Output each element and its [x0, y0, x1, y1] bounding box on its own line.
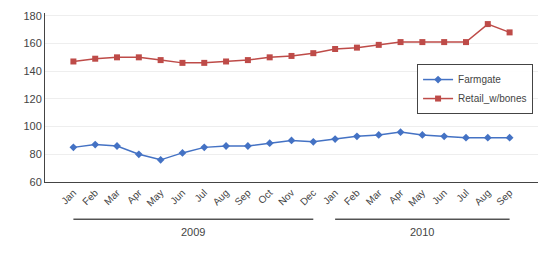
- svg-text:60: 60: [30, 176, 42, 188]
- svg-text:Oct: Oct: [256, 187, 275, 206]
- svg-text:Jan: Jan: [59, 187, 78, 206]
- svg-text:Aug: Aug: [211, 187, 231, 207]
- svg-text:Farmgate: Farmgate: [458, 74, 501, 85]
- svg-text:180: 180: [23, 10, 41, 22]
- svg-text:Retail_w/bones: Retail_w/bones: [458, 93, 526, 104]
- svg-text:Jul: Jul: [454, 187, 471, 204]
- svg-text:Feb: Feb: [342, 187, 362, 207]
- svg-text:May: May: [144, 187, 165, 208]
- svg-text:100: 100: [23, 120, 41, 132]
- svg-text:140: 140: [23, 65, 41, 77]
- svg-text:Jun: Jun: [168, 187, 187, 206]
- svg-text:Apr: Apr: [387, 187, 406, 206]
- svg-text:80: 80: [30, 148, 42, 160]
- svg-text:Nov: Nov: [276, 187, 296, 207]
- svg-text:Jan: Jan: [321, 187, 340, 206]
- svg-text:Mar: Mar: [102, 187, 122, 207]
- svg-text:Sep: Sep: [494, 187, 515, 208]
- svg-text:Jun: Jun: [430, 187, 449, 206]
- svg-text:2009: 2009: [181, 226, 205, 238]
- svg-text:160: 160: [23, 37, 41, 49]
- svg-text:Dec: Dec: [298, 187, 318, 207]
- svg-text:Feb: Feb: [80, 187, 100, 207]
- svg-text:Apr: Apr: [125, 187, 144, 206]
- svg-text:Sep: Sep: [232, 187, 253, 208]
- svg-text:Aug: Aug: [472, 187, 492, 207]
- svg-text:Jul: Jul: [192, 187, 209, 204]
- svg-text:May: May: [406, 187, 427, 208]
- svg-text:Mar: Mar: [364, 187, 384, 207]
- svg-text:2010: 2010: [410, 226, 434, 238]
- svg-text:120: 120: [23, 93, 41, 105]
